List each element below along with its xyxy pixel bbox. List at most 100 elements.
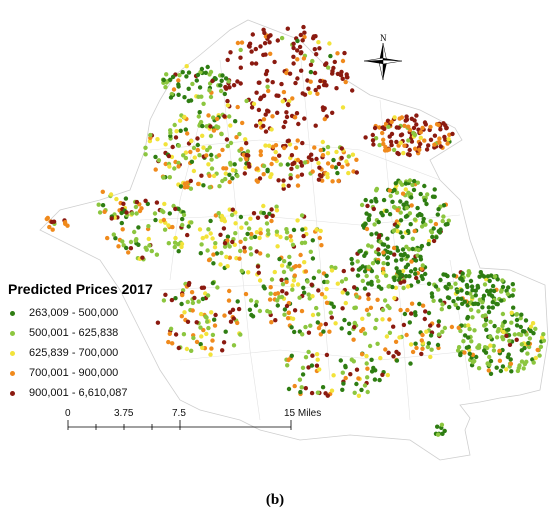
property-dot — [411, 187, 417, 193]
property-dot — [401, 279, 407, 284]
property-dot — [179, 314, 184, 319]
property-dot — [340, 58, 346, 64]
property-dot — [199, 334, 204, 339]
property-dot — [212, 323, 218, 328]
property-dot — [487, 278, 492, 284]
property-dot — [462, 350, 467, 355]
property-dot — [431, 238, 437, 244]
property-dot — [375, 260, 381, 265]
property-dot — [204, 331, 209, 337]
property-dot — [207, 173, 212, 178]
property-dot — [147, 243, 152, 248]
property-dot — [270, 213, 275, 218]
property-dot — [222, 219, 227, 224]
property-dot — [280, 289, 285, 294]
property-dot — [420, 125, 425, 131]
property-dot — [181, 153, 186, 158]
property-dot — [192, 295, 197, 301]
property-dot — [465, 314, 471, 320]
property-dot — [489, 293, 495, 298]
property-dot — [177, 73, 182, 78]
property-dot — [469, 339, 474, 344]
property-dot — [254, 230, 260, 235]
property-dot — [351, 169, 356, 174]
property-dot — [334, 149, 339, 155]
property-dot — [133, 204, 139, 210]
property-dot — [281, 89, 287, 95]
property-dot — [339, 279, 345, 284]
property-dot — [238, 332, 243, 337]
property-dot — [210, 280, 216, 286]
property-dot — [291, 41, 296, 46]
property-dot — [267, 211, 272, 216]
property-dot — [255, 215, 261, 220]
property-dot — [541, 338, 547, 343]
property-dot — [312, 145, 317, 150]
property-dot — [204, 315, 209, 320]
legend-item-label: 500,001 - 625,838 — [29, 327, 119, 339]
property-dot — [293, 145, 299, 150]
property-dot — [364, 226, 370, 232]
property-dot — [257, 176, 263, 181]
property-dot — [320, 178, 325, 183]
property-dot — [491, 348, 497, 353]
property-dot — [295, 282, 301, 287]
property-dot — [413, 310, 418, 315]
property-dot — [404, 205, 409, 211]
property-dot — [420, 263, 425, 268]
property-dot — [308, 62, 314, 67]
property-dot — [402, 143, 407, 148]
property-dot — [195, 147, 200, 153]
property-dot — [309, 390, 315, 396]
property-dot — [164, 72, 169, 77]
property-dot — [268, 174, 273, 180]
property-dot — [189, 138, 194, 144]
property-dot — [282, 145, 287, 151]
property-dot — [314, 363, 320, 368]
property-dot — [430, 234, 435, 240]
property-dot — [180, 70, 185, 75]
property-dot — [306, 86, 311, 91]
property-dot — [190, 308, 195, 313]
property-dot — [302, 92, 308, 97]
property-dot — [325, 171, 330, 177]
property-dot — [257, 308, 263, 314]
property-dot — [407, 147, 412, 153]
property-dot — [231, 83, 237, 88]
property-dot — [390, 199, 395, 204]
property-dot — [476, 366, 482, 371]
property-dot — [214, 116, 220, 122]
property-dot — [308, 249, 313, 254]
property-dot — [265, 84, 270, 90]
property-dot — [172, 244, 177, 250]
scale-tick-label: 7.5 — [172, 408, 186, 419]
property-dot — [350, 152, 356, 157]
property-dot — [400, 247, 406, 252]
property-dot — [502, 319, 507, 324]
property-dot — [195, 142, 200, 148]
property-dot — [380, 372, 385, 377]
property-dot — [190, 81, 195, 87]
property-dot — [295, 157, 301, 163]
property-dot — [494, 335, 500, 340]
property-dot — [310, 169, 315, 174]
legend-title: Predicted Prices 2017 — [8, 281, 153, 297]
property-dot — [438, 298, 443, 303]
property-dot — [225, 143, 230, 149]
property-dot — [435, 432, 441, 437]
property-dot — [528, 324, 534, 329]
property-dot — [161, 77, 166, 83]
property-dot — [249, 49, 254, 54]
property-dot — [335, 71, 341, 77]
legend-swatch — [10, 390, 15, 396]
property-dot — [388, 139, 394, 144]
property-dot — [214, 124, 219, 129]
property-dot — [273, 143, 279, 148]
property-dot — [227, 114, 232, 119]
property-dot — [313, 87, 318, 93]
property-dot — [418, 191, 423, 197]
property-dot — [253, 46, 258, 52]
property-dot — [258, 152, 263, 158]
property-dot — [371, 142, 376, 147]
scale-tick-label: 0 — [65, 408, 71, 419]
